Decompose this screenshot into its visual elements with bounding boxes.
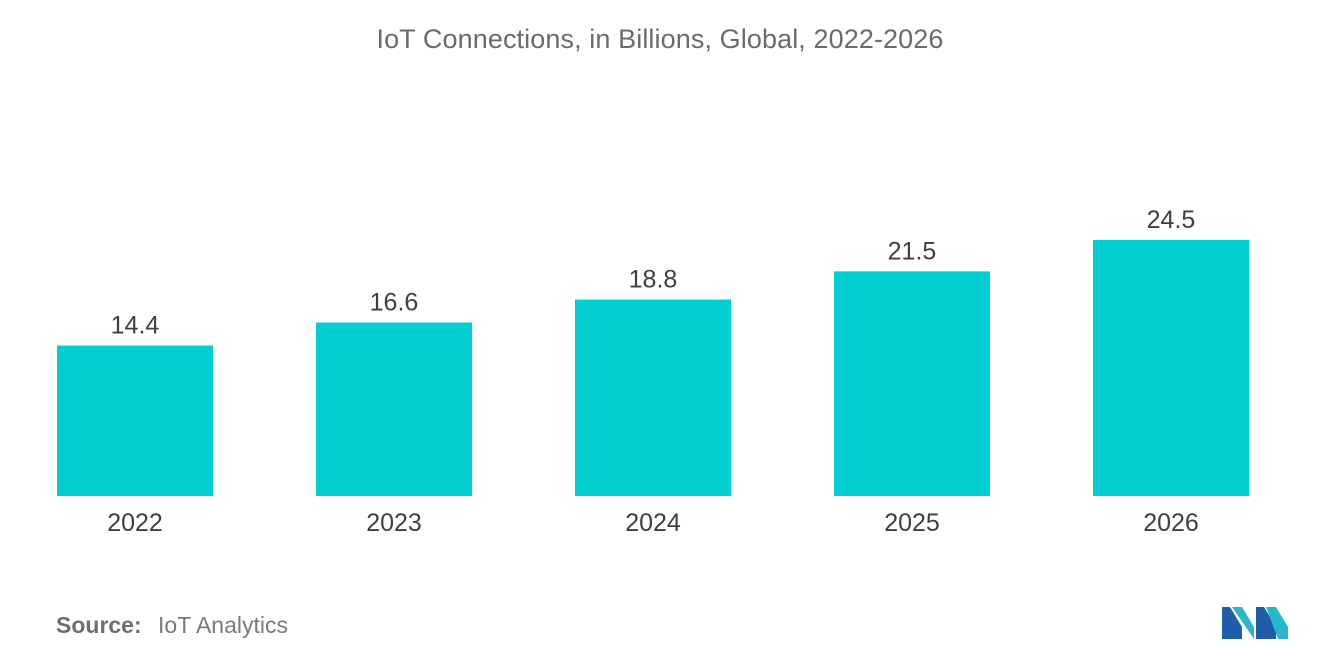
- value-label-2024: 18.8: [629, 266, 678, 294]
- x-tick-label-2023: 2023: [366, 509, 422, 537]
- bars-layer: [57, 240, 1249, 496]
- source-line: Source: IoT Analytics: [56, 612, 288, 639]
- source-text: IoT Analytics: [158, 612, 289, 638]
- x-tick-labels-layer: 2022 2023 2024 2025 2026: [107, 509, 1199, 537]
- bar-2026: [1093, 240, 1249, 496]
- value-label-2025: 21.5: [888, 237, 937, 265]
- bar-2024: [575, 299, 731, 496]
- chart-title: IoT Connections, in Billions, Global, 20…: [376, 24, 944, 54]
- value-label-2022: 14.4: [111, 312, 160, 340]
- bar-2023: [316, 322, 472, 496]
- bar-2022: [57, 345, 213, 496]
- bar-2025: [834, 271, 990, 496]
- value-label-2026: 24.5: [1147, 206, 1196, 234]
- source-label: Source:: [56, 612, 142, 638]
- mordor-intelligence-logo-icon: [1222, 607, 1288, 639]
- value-labels-layer: 14.4 16.6 18.8 21.5 24.5: [111, 206, 1196, 340]
- x-tick-label-2026: 2026: [1143, 509, 1199, 537]
- x-tick-label-2022: 2022: [107, 509, 163, 537]
- value-label-2023: 16.6: [370, 289, 419, 317]
- x-tick-label-2025: 2025: [884, 509, 940, 537]
- x-tick-label-2024: 2024: [625, 509, 681, 537]
